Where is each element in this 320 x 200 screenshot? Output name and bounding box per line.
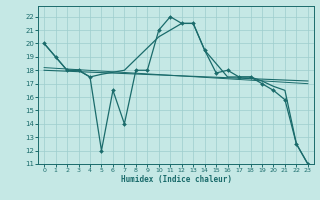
- X-axis label: Humidex (Indice chaleur): Humidex (Indice chaleur): [121, 175, 231, 184]
